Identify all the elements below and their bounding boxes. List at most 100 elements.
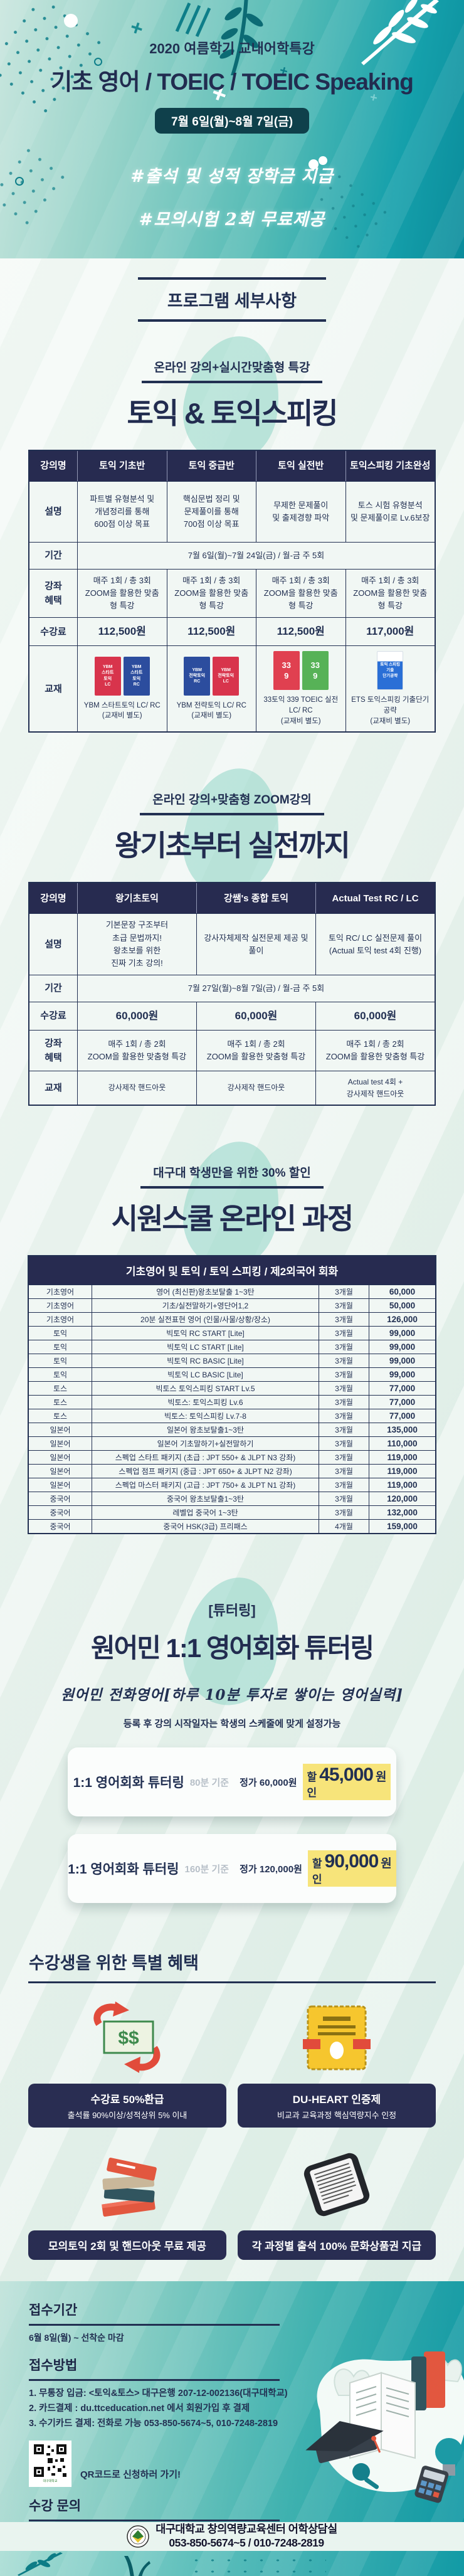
refund-money-icon: $$ bbox=[74, 2000, 181, 2076]
benefit-box: 모의토익 2회 및 핸드아웃 무료 제공 bbox=[28, 2230, 226, 2261]
benefit-refund: $$ 수강료 50%환급 출석률 90%이상/성적상위 5% 이내 bbox=[28, 2000, 226, 2128]
table-row: 토익 빅토익 LC START [Lite] 3개월 99,000 bbox=[29, 1340, 435, 1354]
discount-unit: 원 bbox=[375, 1771, 387, 1784]
benefit-box: 수강료 50%환급 출석률 90%이상/성적상위 5% 이내 bbox=[28, 2084, 226, 2128]
row-label: 기간 bbox=[45, 550, 62, 561]
table-row: 기초영어 20분 실전표현 영어 (인물/사물/상황/장소) 3개월 126,0… bbox=[29, 1312, 435, 1327]
course-name: 빅토익 RC START [Lite] bbox=[92, 1327, 319, 1340]
column-header: 토익 실전반 bbox=[256, 451, 345, 481]
date-badge: 7월 6일(월)~8월 7일(금) bbox=[154, 108, 310, 134]
bottom-band: 대구대학교 창의역량교육센터 어학상담실 053-850-5674~5 / 01… bbox=[0, 2522, 464, 2552]
benefit-title-text: 수강료 50%환급 bbox=[90, 2094, 164, 2106]
course-months: 4개월 bbox=[319, 1520, 369, 1534]
footer-section: 접수기간 6월 8일(월) ~ 선착순 마감 접수방법 1. 무통장 입금: <… bbox=[0, 2281, 464, 2523]
course-name: 스펙업 스타트 패키지 (초급 : JPT 550+ & JLPT N3 강좌) bbox=[92, 1451, 319, 1465]
university-logo bbox=[127, 2525, 149, 2548]
course-desc: 토스 시험 유형분석 및 문제풀이로 Lv.6보장 bbox=[345, 482, 435, 542]
siwon-course-table: 기초영어 및 토익 / 토익 스피킹 / 제2외국어 회화 기초영어 영어 (최… bbox=[28, 1255, 436, 1535]
course-price: 77,000 bbox=[369, 1409, 435, 1423]
course-months: 3개월 bbox=[319, 1451, 369, 1465]
course-price: 132,000 bbox=[369, 1506, 435, 1520]
course-benefit: 매주 1회 / 총 3회 ZOOM을 활용한 맞춤형 특강 bbox=[256, 570, 345, 618]
basic-course-table: 강의명 왕기초토익 강쌤's 종합 토익 Actual Test RC / LC… bbox=[28, 882, 436, 1106]
benefits-heading: 수강생을 위한 특별 혜택 bbox=[29, 1954, 199, 1973]
course-desc: 핵심문법 정리 및 문제풀이를 통해 700점 이상 목표 bbox=[166, 482, 256, 542]
course-category: 토익 bbox=[53, 1329, 68, 1338]
course-months: 3개월 bbox=[319, 1423, 369, 1437]
svg-text:$$: $$ bbox=[118, 2028, 139, 2049]
apply-method-item: 3. 수기카드 결제: 전화로 가능 053-850-5674~5, 010-7… bbox=[29, 2419, 278, 2429]
textbook-cell: YBM 스타트 토익 LC YBM 스타트 토익 RC YBM 스타트토익 LC/… bbox=[77, 646, 167, 732]
row-label: 기간 bbox=[45, 983, 62, 994]
course-name: 빅토익 LC START [Lite] bbox=[92, 1340, 319, 1354]
list-price: 정가 60,000원 bbox=[240, 1777, 297, 1788]
course-category: 일본어 bbox=[50, 1426, 71, 1435]
table-row: 중국어 레벨업 중국어 1~3탄 3개월 132,000 bbox=[29, 1505, 435, 1520]
table-row: 토스 빅토스: 토익스피킹 Lv.7-8 3개월 77,000 bbox=[29, 1409, 435, 1423]
table-row: 기초영어 기초/실전말하기+영단어1,2 3개월 50,000 bbox=[29, 1298, 435, 1313]
hatch-lines-decoration bbox=[175, 2, 211, 38]
benefit-duheart: DU-HEART 인증제 비교과 교육과정 핵심역량지수 인정 bbox=[238, 2000, 436, 2128]
main-body: 프로그램 세부사항 온라인 강의+실시간맞춤형 특강 토익 & 토익스피킹 강의… bbox=[0, 258, 464, 2282]
benefits-divider bbox=[28, 1981, 436, 1984]
contact-heading: 수강 문의 bbox=[29, 2498, 82, 2513]
benefit-box: DU-HEART 인증제 비교과 교육과정 핵심역량지수 인정 bbox=[238, 2084, 436, 2128]
row-label: 교재 bbox=[45, 683, 62, 694]
course-months: 3개월 bbox=[319, 1437, 369, 1451]
course-price: 99,000 bbox=[369, 1340, 435, 1354]
ring-decoration bbox=[94, 58, 102, 66]
apply-method-item: 1. 무통장 입금: <토익&토스> 대구은행 207-12-002136(대구… bbox=[29, 2388, 288, 2399]
course-category: 토스 bbox=[53, 1398, 68, 1407]
leaf-decoration bbox=[18, 2552, 63, 2576]
course-fee: 112,500원 bbox=[77, 618, 167, 646]
discount-label: 할인 bbox=[312, 1858, 322, 1886]
course-name: 기초/실전말하기+영단어1,2 bbox=[92, 1299, 319, 1313]
course-months: 3개월 bbox=[319, 1396, 369, 1409]
course-name: 빅토스: 토익스피킹 Lv.6 bbox=[92, 1396, 319, 1409]
table-row: 토익 빅토익 LC BASIC [Lite] 3개월 99,000 bbox=[29, 1367, 435, 1382]
column-header: 강쌤's 종합 토익 bbox=[196, 883, 315, 914]
table-row: 토익 빅토익 RC BASIC [Lite] 3개월 99,000 bbox=[29, 1354, 435, 1368]
textbook-cell: 33 9 33 9 33토익 339 TOEIC 실전 LC/ RC (교재비 별… bbox=[256, 646, 345, 732]
textbook-cell: 강사제작 핸드아웃 bbox=[196, 1071, 315, 1105]
course-price: 119,000 bbox=[369, 1465, 435, 1478]
course-category: 일본어 bbox=[50, 1439, 71, 1449]
course-months: 3개월 bbox=[319, 1409, 369, 1423]
book-cover: 33 9 bbox=[273, 651, 300, 691]
table-row: 일본어 일본어 왕초보탈출1~3탄 3개월 135,000 bbox=[29, 1423, 435, 1437]
course-price: 99,000 bbox=[369, 1368, 435, 1382]
table-row: 토스 빅토스: 토익스피킹 Lv.6 3개월 77,000 bbox=[29, 1395, 435, 1409]
course-price: 119,000 bbox=[369, 1451, 435, 1465]
benefit-title-text: 모의토익 2회 및 핸드아웃 무료 제공 bbox=[48, 2240, 207, 2253]
section1-tagline: 온라인 강의+실시간맞춤형 특강 bbox=[141, 358, 323, 383]
course-months: 3개월 bbox=[319, 1506, 369, 1520]
column-header: 토익 기초반 bbox=[77, 451, 167, 481]
course-name: 스펙업 마스터 패키지 (고급 : JPT 750+ & JLPT N1 강좌) bbox=[92, 1478, 319, 1492]
course-price: 159,000 bbox=[369, 1520, 435, 1534]
hero-subtitle: 2020 여름학기 교내어학특강 bbox=[149, 41, 315, 56]
course-price: 120,000 bbox=[369, 1492, 435, 1506]
course-months: 3개월 bbox=[319, 1313, 369, 1327]
dots-decoration bbox=[188, 2555, 326, 2576]
discount-value: 45,000 bbox=[319, 1764, 374, 1786]
course-name: 일본어 왕초보탈출1~3탄 bbox=[92, 1423, 319, 1437]
duration-badge: 80분 기준 bbox=[189, 1777, 229, 1788]
course-benefit: 매주 1회 / 총 2회 ZOOM을 활용한 맞춤형 특강 bbox=[315, 1031, 435, 1071]
course-price: 135,000 bbox=[369, 1423, 435, 1437]
discount-label: 할인 bbox=[307, 1771, 317, 1799]
books-stack-icon bbox=[80, 2146, 174, 2223]
qr-code[interactable]: 대구대학교 bbox=[29, 2440, 71, 2487]
column-header: 왕기초토익 bbox=[77, 883, 196, 914]
course-months: 3개월 bbox=[319, 1465, 369, 1478]
discount-value: 90,000 bbox=[324, 1851, 379, 1872]
row-label: 설명 bbox=[45, 939, 62, 950]
section3-title: 시원스쿨 온라인 과정 bbox=[111, 1202, 354, 1236]
course-category: 일본어 bbox=[50, 1481, 71, 1490]
course-name: 일본어 기초말하기+실전말하기 bbox=[92, 1437, 319, 1451]
section2-header: 온라인 강의+맞춤형 ZOOM강의 왕기초부터 실전까지 bbox=[0, 760, 464, 904]
course-period: 7월 27일(월)~8월 7일(금) / 월-금 주 5회 bbox=[77, 975, 435, 1002]
siwon-table-body: 기초영어 영어 (최신판)왕초보탈출 1~3탄 3개월 60,000 기초영어 … bbox=[29, 1285, 435, 1534]
hashtag-line: #모의시험 2회 무료제공 bbox=[139, 210, 325, 230]
table-header-band: 기초영어 및 토익 / 토익 스피킹 / 제2외국어 회화 bbox=[29, 1256, 435, 1285]
course-months: 3개월 bbox=[319, 1382, 369, 1396]
